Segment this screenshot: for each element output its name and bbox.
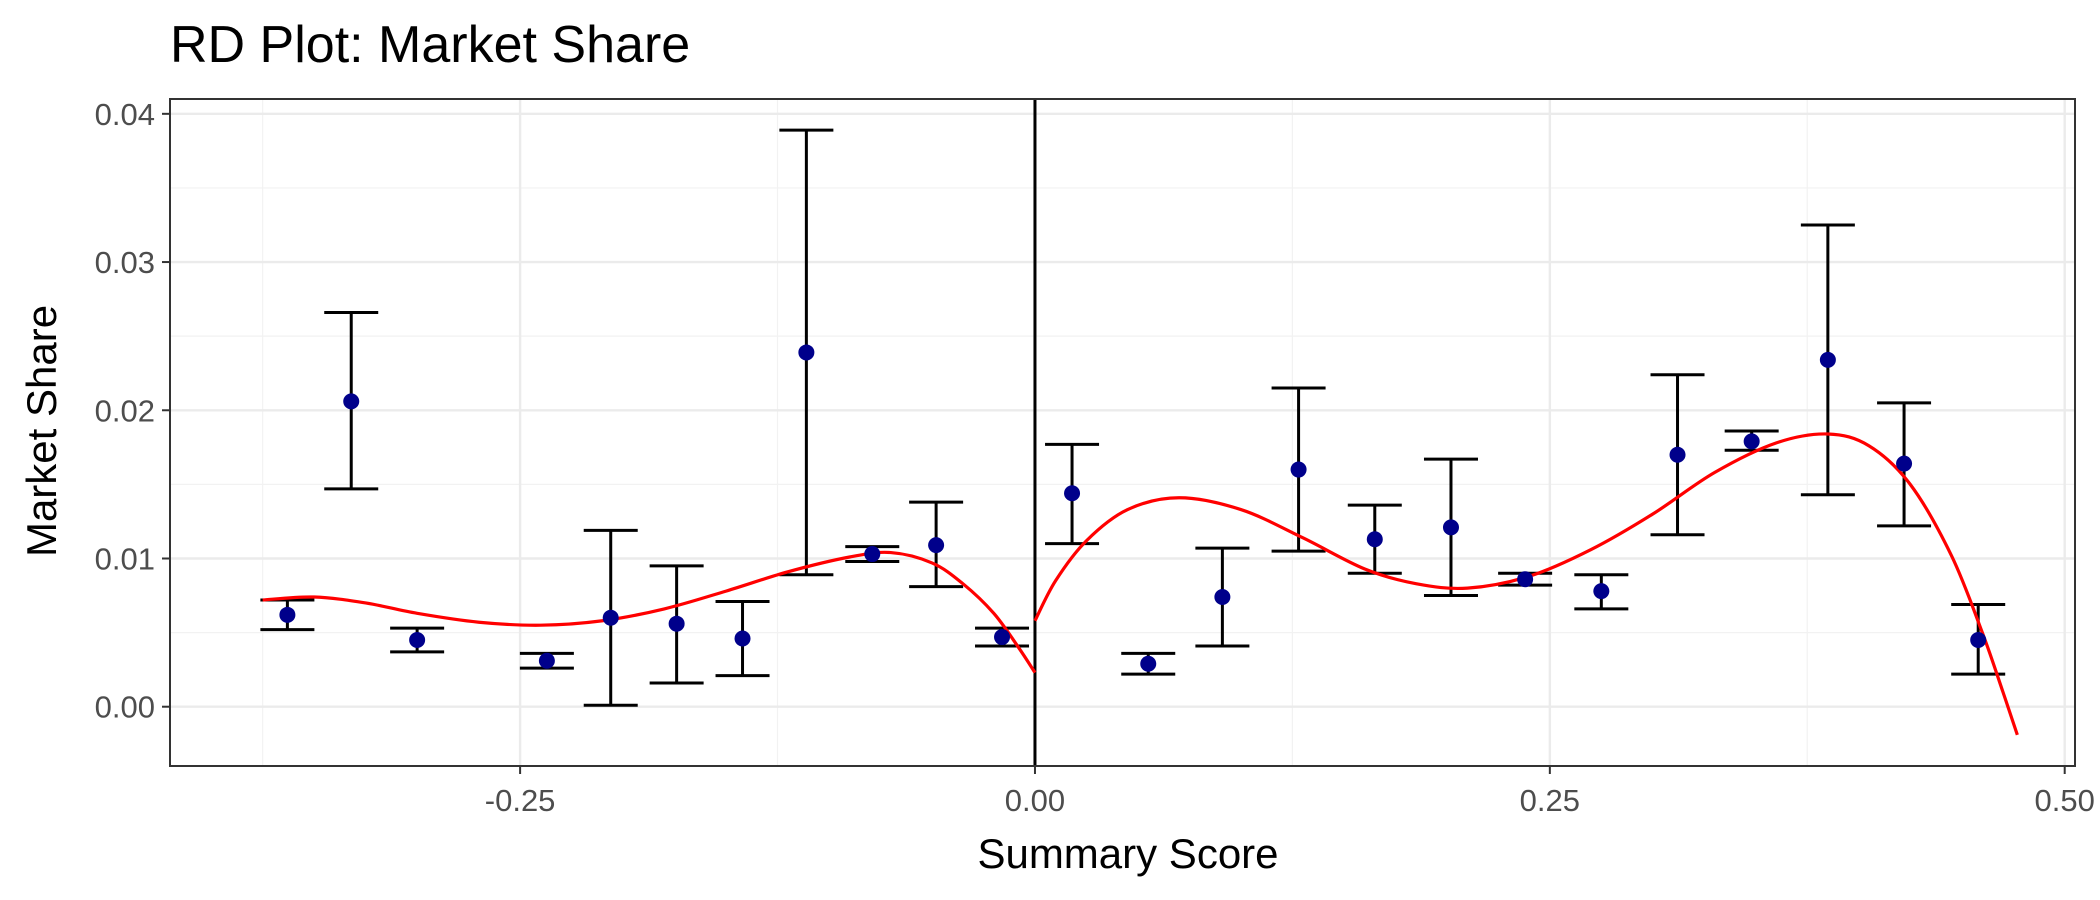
data-point xyxy=(1896,455,1913,472)
fit-line-left xyxy=(262,550,1037,674)
data-point xyxy=(343,393,360,410)
x-axis-title: Summary Score xyxy=(977,830,1278,877)
y-tick-label: 0.00 xyxy=(95,690,155,725)
y-axis-title: Market Share xyxy=(18,305,65,557)
chart-title: RD Plot: Market Share xyxy=(170,16,690,74)
data-point xyxy=(1593,583,1610,600)
fit-line-right xyxy=(1033,432,2019,736)
data-point xyxy=(1140,655,1157,672)
data-point xyxy=(1819,351,1836,368)
data-point xyxy=(1214,589,1231,606)
x-tick-label: 0.50 xyxy=(2035,783,2095,818)
data-point xyxy=(409,632,426,649)
plot-panel xyxy=(170,99,2075,766)
data-point xyxy=(1442,519,1459,536)
data-point xyxy=(928,537,945,554)
y-tick-label: 0.02 xyxy=(95,393,155,428)
grid-lines xyxy=(170,99,2075,766)
data-point xyxy=(798,344,815,361)
data-point xyxy=(734,630,751,647)
data-points xyxy=(279,344,1987,672)
data-point xyxy=(1743,433,1760,450)
data-point xyxy=(1064,485,1081,502)
y-tick-label: 0.04 xyxy=(95,97,155,132)
y-tick-label: 0.03 xyxy=(95,245,155,280)
data-point xyxy=(1669,446,1686,463)
x-tick-label: -0.25 xyxy=(485,783,556,818)
panel-border xyxy=(169,98,2076,767)
fit-lines xyxy=(262,432,2019,736)
x-axis-ticks: -0.25 0.00 0.25 0.50 xyxy=(485,766,2095,818)
y-tick-label: 0.01 xyxy=(95,541,155,576)
data-point xyxy=(864,546,881,563)
data-point xyxy=(538,652,555,669)
data-point xyxy=(602,609,619,626)
data-point xyxy=(994,629,1011,646)
data-point xyxy=(668,615,685,632)
x-tick-label: 0.25 xyxy=(1520,783,1580,818)
x-tick-label: 0.00 xyxy=(1005,783,1065,818)
y-axis-ticks: 0.00 0.01 0.02 0.03 0.04 xyxy=(95,97,170,725)
data-point xyxy=(1290,461,1307,478)
data-point xyxy=(1517,571,1534,588)
data-point xyxy=(1970,632,1987,649)
data-point xyxy=(279,606,296,623)
data-point xyxy=(1366,531,1383,548)
